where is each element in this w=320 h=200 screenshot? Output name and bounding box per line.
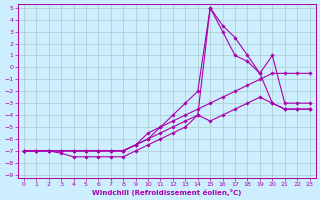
X-axis label: Windchill (Refroidissement éolien,°C): Windchill (Refroidissement éolien,°C) — [92, 189, 241, 196]
